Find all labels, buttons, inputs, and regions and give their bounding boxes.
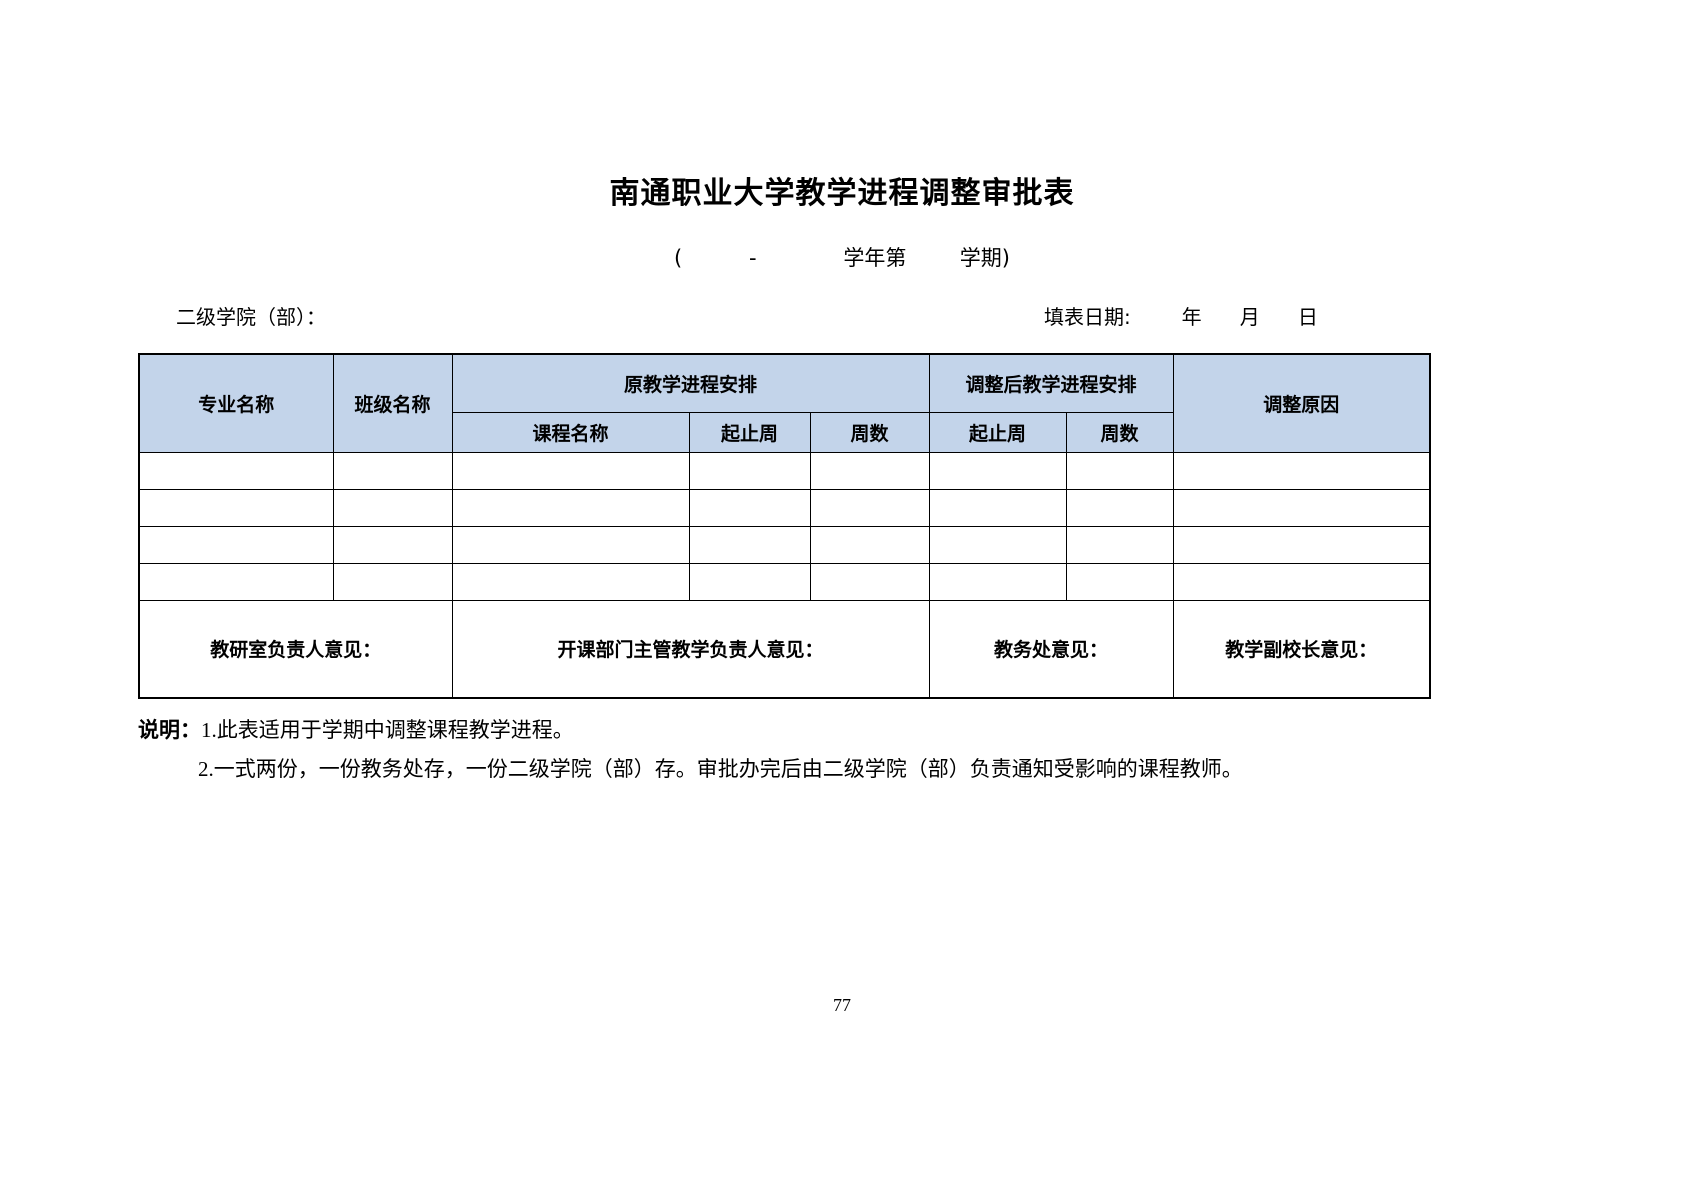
cell-course-name[interactable] [451, 488, 690, 527]
cell-original-week-count[interactable] [809, 525, 930, 564]
note-item-2: 2.一式两份，一份教务处存，一份二级学院（部）存。审批办完后由二级学院（部）负责… [198, 756, 1243, 781]
cell-adjusted-week-count[interactable] [1065, 451, 1174, 490]
table-row[interactable] [138, 488, 1431, 527]
opinion-department-head[interactable]: 开课部门主管教学负责人意见： [451, 599, 930, 699]
th-adjusted-schedule: 调整后教学进程安排 [928, 353, 1174, 413]
notes-lead-label: 说明： [138, 717, 201, 742]
opinion-teaching-office[interactable]: 教研室负责人意见： [138, 599, 453, 699]
th-original-schedule: 原教学进程安排 [451, 353, 930, 413]
info-row: 二级学院（部）： 填表日期: 年 月 日 [0, 301, 1684, 335]
table-row[interactable] [138, 451, 1431, 490]
opinion-vice-president[interactable]: 教学副校长意见： [1172, 599, 1431, 699]
schedule-adjustment-table: 专业名称 班级名称 原教学进程安排 调整后教学进程安排 调整原因 课程名称 起止… [138, 353, 1432, 699]
cell-adjusted-week-range[interactable] [928, 451, 1067, 490]
cell-original-week-count[interactable] [809, 451, 930, 490]
th-class-name: 班级名称 [332, 353, 453, 453]
table-row[interactable] [138, 525, 1431, 564]
cell-course-name[interactable] [451, 525, 690, 564]
th-original-week-range: 起止周 [688, 411, 811, 453]
cell-original-week-range[interactable] [688, 525, 811, 564]
th-adjusted-week-range: 起止周 [928, 411, 1067, 453]
th-major-name: 专业名称 [138, 353, 334, 453]
cell-adjusted-week-count[interactable] [1065, 525, 1174, 564]
cell-major-name[interactable] [138, 525, 334, 564]
cell-adjusted-week-range[interactable] [928, 525, 1067, 564]
note-line-2: 2.一式两份，一份教务处存，一份二级学院（部）存。审批办完后由二级学院（部）负责… [138, 750, 1684, 789]
cell-original-week-count[interactable] [809, 562, 930, 601]
cell-original-week-count[interactable] [809, 488, 930, 527]
opinion-academic-affairs[interactable]: 教务处意见： [928, 599, 1174, 699]
cell-class-name[interactable] [332, 451, 453, 490]
page-number: 77 [833, 995, 851, 1015]
cell-adjusted-week-range[interactable] [928, 562, 1067, 601]
table-row[interactable] [138, 562, 1431, 601]
notes-section: 说明：1.此表适用于学期中调整课程教学进程。 2.一式两份，一份教务处存，一份二… [0, 711, 1684, 789]
cell-adjust-reason[interactable] [1172, 488, 1431, 527]
th-adjusted-week-count: 周数 [1065, 411, 1174, 453]
table-body: 教研室负责人意见： 开课部门主管教学负责人意见： 教务处意见： 教学副校长意见： [138, 451, 1431, 699]
cell-adjusted-week-count[interactable] [1065, 562, 1174, 601]
opinion-row[interactable]: 教研室负责人意见： 开课部门主管教学负责人意见： 教务处意见： 教学副校长意见： [138, 599, 1431, 699]
th-original-week-count: 周数 [809, 411, 930, 453]
cell-major-name[interactable] [138, 562, 334, 601]
form-table-wrapper: 专业名称 班级名称 原教学进程安排 调整后教学进程安排 调整原因 课程名称 起止… [0, 353, 1684, 699]
table-header: 专业名称 班级名称 原教学进程安排 调整后教学进程安排 调整原因 课程名称 起止… [138, 353, 1431, 453]
th-adjust-reason: 调整原因 [1172, 353, 1431, 453]
note-item-1: 1.此表适用于学期中调整课程教学进程。 [201, 717, 574, 742]
cell-course-name[interactable] [451, 562, 690, 601]
cell-original-week-range[interactable] [688, 488, 811, 527]
cell-course-name[interactable] [451, 451, 690, 490]
header-row-secondary: 课程名称 起止周 周数 起止周 周数 [139, 411, 1430, 453]
th-course-name: 课程名称 [451, 411, 690, 453]
cell-original-week-range[interactable] [688, 562, 811, 601]
cell-adjust-reason[interactable] [1172, 451, 1431, 490]
cell-adjust-reason[interactable] [1172, 525, 1431, 564]
cell-adjusted-week-range[interactable] [928, 488, 1067, 527]
header-row-primary: 专业名称 班级名称 原教学进程安排 调整后教学进程安排 调整原因 [138, 353, 1431, 453]
cell-major-name[interactable] [138, 451, 334, 490]
cell-adjusted-week-count[interactable] [1065, 488, 1174, 527]
cell-class-name[interactable] [332, 525, 453, 564]
page-subtitle: ( - 学年第 学期) [674, 246, 1010, 270]
cell-class-name[interactable] [332, 488, 453, 527]
cell-class-name[interactable] [332, 562, 453, 601]
cell-major-name[interactable] [138, 488, 334, 527]
fill-date-label: 填表日期: 年 月 日 [1044, 305, 1318, 330]
department-label: 二级学院（部）： [176, 305, 326, 330]
page-title: 南通职业大学教学进程调整审批表 [609, 176, 1075, 211]
cell-adjust-reason[interactable] [1172, 562, 1431, 601]
note-line-1: 说明：1.此表适用于学期中调整课程教学进程。 [138, 711, 1684, 750]
cell-original-week-range[interactable] [688, 451, 811, 490]
